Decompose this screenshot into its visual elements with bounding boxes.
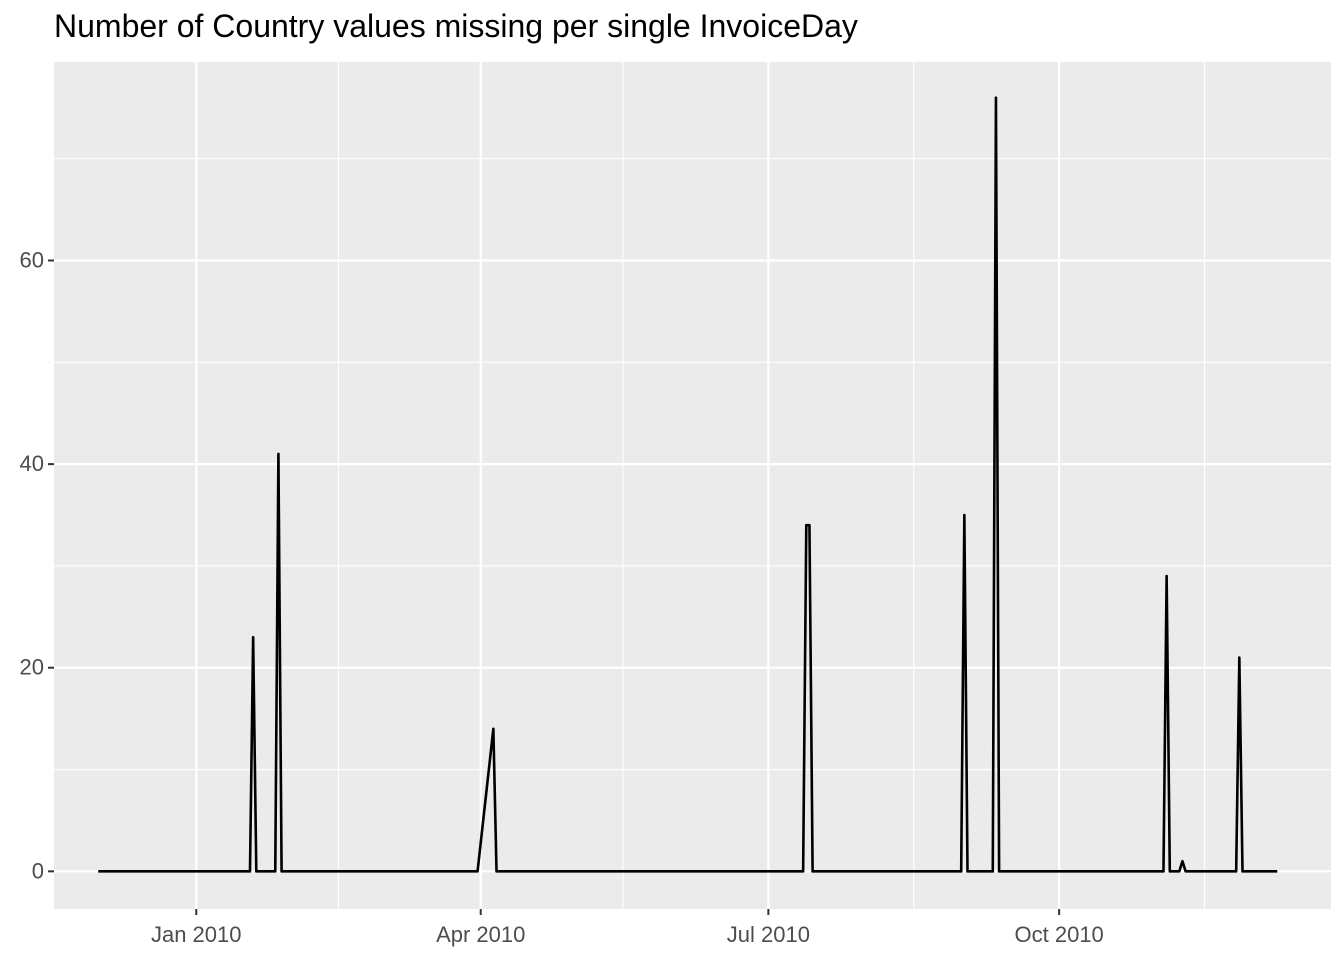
- y-tick-label: 0: [32, 858, 44, 883]
- x-tick-label: Apr 2010: [436, 922, 525, 947]
- series-line: [98, 96, 1278, 873]
- series-layer: [98, 96, 1278, 873]
- x-tick-label: Oct 2010: [1015, 922, 1104, 947]
- y-tick-label: 20: [20, 655, 44, 680]
- minor-gridlines: [50, 62, 1331, 909]
- x-tick-label: Jul 2010: [727, 922, 810, 947]
- y-tick-label: 40: [20, 451, 44, 476]
- x-tick-label: Jan 2010: [151, 922, 242, 947]
- y-axis: 0 20 40 60: [20, 248, 54, 883]
- y-tick-label: 60: [20, 248, 44, 273]
- x-axis: Jan 2010 Apr 2010 Jul 2010 Oct 2010: [151, 909, 1104, 947]
- chart-title: Number of Country values missing per sin…: [54, 8, 858, 44]
- plot-panel: [54, 62, 1331, 909]
